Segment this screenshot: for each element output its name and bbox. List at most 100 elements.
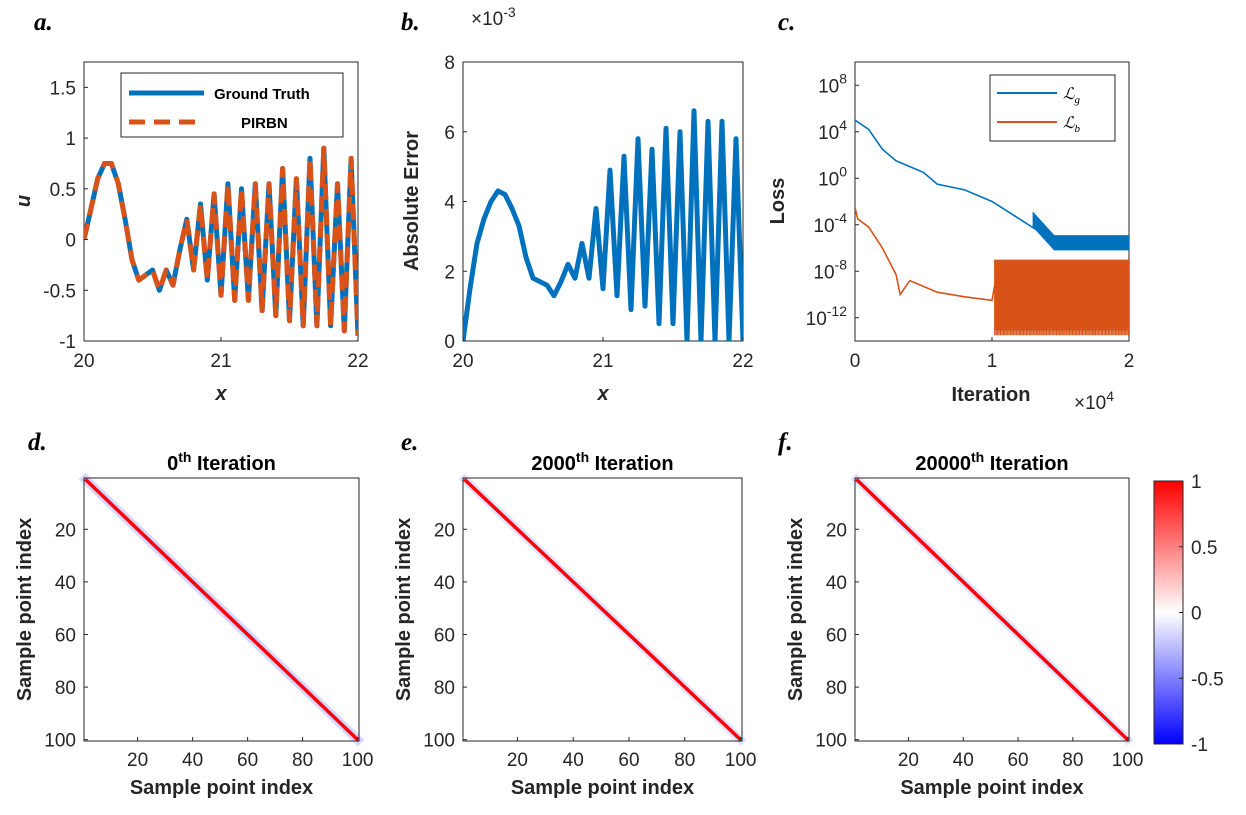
y-tick-label: -0.5	[43, 281, 76, 302]
x-tick-label: 100	[725, 750, 757, 771]
x-tick-label: 20	[127, 750, 148, 771]
y-tick-label: 80	[55, 678, 76, 699]
x-tick-label: 2	[1124, 351, 1135, 372]
heatmap-axes-box	[462, 477, 743, 742]
panel-d-heatmap: 20 40 60 80 100 20 40 60 80 100 Sample point index…	[14, 449, 373, 799]
colorbar-gradient	[1153, 480, 1184, 745]
colorbar-tick-label: 1	[1191, 472, 1202, 493]
y-tick-label: 8	[444, 53, 455, 74]
heatmap-xlabel: Sample point index	[900, 777, 1083, 799]
panel-a-ylabel: u	[13, 195, 35, 207]
y-tick-label: 1	[65, 129, 76, 150]
heatmap-title: 2000th Iteration	[531, 449, 673, 475]
series-noise-loss-g	[1032, 212, 1129, 251]
panel-c-loss-chart: 0 1 2 10-12 10-8 10-4 100 104 108 Iteration ×104…	[767, 61, 1135, 414]
x-tick-label: 0	[850, 351, 861, 372]
panel-label-a: a.	[34, 9, 53, 36]
y-tick-label: 20	[826, 520, 847, 541]
colorbar-tick-label: -0.5	[1191, 669, 1224, 690]
y-tick-label: 100	[44, 731, 76, 752]
heatmap-diagonal	[855, 478, 1129, 741]
y-tick-label: 60	[826, 625, 847, 646]
x-tick-label: 20	[898, 750, 919, 771]
colorbar-tick-label: 0.5	[1191, 538, 1217, 559]
y-tick-label: 0	[444, 332, 455, 353]
heatmap-xlabel: Sample point index	[511, 777, 694, 799]
x-tick-label: 20	[73, 351, 94, 372]
panel-label-d: d.	[28, 429, 47, 456]
y-tick-label: 10-8	[813, 256, 847, 283]
panel-c-ylabel: Loss	[767, 178, 789, 225]
y-tick-label: 104	[818, 117, 847, 144]
x-tick-label: 40	[563, 750, 584, 771]
y-tick-label: 2	[444, 262, 455, 283]
panel-b-line-chart: 20 21 22 0 2 4 6 8 x Absolute Error ×10-3	[401, 4, 754, 405]
panel-e-heatmap: 20 40 60 80 100 20 40 60 80 100 Sample point index…	[393, 449, 756, 799]
x-tick-label: 100	[1112, 750, 1144, 771]
x-tick-label: 100	[342, 750, 374, 771]
panel-label-b: b.	[401, 9, 420, 36]
series-line-pirbn	[84, 145, 358, 336]
heatmap-ylabel: Sample point index	[785, 518, 807, 701]
panel-c-x-multiplier: ×104	[1074, 388, 1114, 414]
panel-a-line-chart: 20 21 22 -1 -0.5 0 0.5 1 1.5 x u Ground Truth PI…	[13, 61, 369, 405]
y-tick-label: 100	[818, 163, 847, 190]
x-tick-label: 20	[452, 351, 473, 372]
y-tick-label: 40	[55, 573, 76, 594]
y-tick-label: 60	[55, 625, 76, 646]
y-tick-label: 80	[434, 678, 455, 699]
heatmap-diagonal	[84, 478, 359, 741]
panel-a-xlabel: x	[214, 383, 227, 405]
y-tick-label: 10-4	[813, 210, 847, 237]
legend-label-loss-g: ℒg	[1063, 86, 1081, 106]
panel-b-xlabel: x	[596, 383, 609, 405]
x-tick-label: 20	[507, 750, 528, 771]
y-tick-label: 1.5	[50, 78, 76, 99]
heatmap-ylabel: Sample point index	[14, 518, 36, 701]
x-tick-label: 21	[210, 351, 231, 372]
heatmap-title: 0th Iteration	[167, 449, 276, 475]
colorbar: 1 0.5 0 -0.5 -1	[1153, 472, 1224, 756]
x-tick-label: 60	[237, 750, 258, 771]
panel-c-legend: ℒg ℒb	[989, 74, 1116, 142]
legend-box	[120, 72, 344, 138]
colorbar-tick-label: -1	[1191, 735, 1208, 756]
y-tick-label: 20	[55, 520, 76, 541]
y-tick-label: 40	[826, 573, 847, 594]
x-tick-label: 80	[292, 750, 313, 771]
x-tick-label: 80	[1062, 750, 1083, 771]
y-tick-label: 20	[434, 520, 455, 541]
x-tick-label: 60	[1007, 750, 1028, 771]
panel-c-xlabel: Iteration	[952, 384, 1031, 406]
y-tick-label: 0.5	[50, 180, 76, 201]
panel-a-legend: Ground Truth PIRBN	[120, 72, 344, 138]
panel-label-f: f.	[778, 429, 793, 456]
y-tick-label: 60	[434, 625, 455, 646]
heatmap-xlabel: Sample point index	[130, 777, 313, 799]
x-tick-label: 40	[182, 750, 203, 771]
x-tick-label: 22	[732, 351, 753, 372]
y-tick-label: 4	[444, 193, 455, 214]
x-tick-label: 21	[592, 351, 613, 372]
y-tick-label: 108	[818, 70, 847, 97]
heatmap-axes-box	[83, 477, 360, 742]
y-tick-label: 6	[444, 123, 455, 144]
panel-label-e: e.	[401, 429, 418, 456]
colorbar-tick-label: 0	[1191, 604, 1202, 625]
legend-label-ground-truth: Ground Truth	[214, 86, 310, 103]
x-tick-label: 40	[953, 750, 974, 771]
legend-box	[989, 74, 1116, 142]
panel-label-c: c.	[778, 9, 795, 36]
x-tick-label: 60	[618, 750, 639, 771]
y-tick-label: 0	[65, 231, 76, 252]
y-tick-label: 100	[423, 731, 455, 752]
x-tick-label: 1	[987, 351, 998, 372]
y-tick-label: 80	[826, 678, 847, 699]
y-tick-label: 10-12	[806, 303, 848, 330]
panel-f-heatmap: 20 40 60 80 100 20 40 60 80 100 Sample point index…	[785, 449, 1143, 799]
x-tick-label: 22	[347, 351, 368, 372]
legend-label-pirbn: PIRBN	[241, 115, 288, 132]
panel-b-y-multiplier: ×10-3	[471, 4, 516, 30]
x-tick-label: 80	[674, 750, 695, 771]
legend-label-loss-b: ℒb	[1063, 115, 1081, 135]
